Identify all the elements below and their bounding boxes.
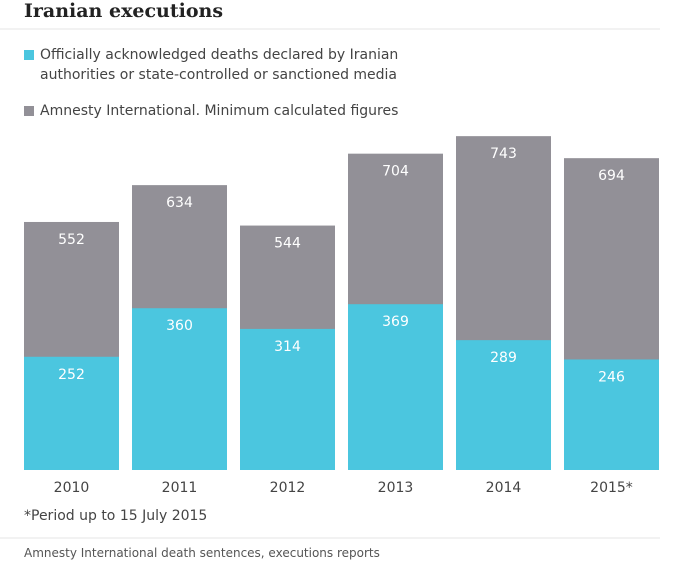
x-tick-label: 2012 xyxy=(270,480,306,496)
legend-label: Amnesty International. Minimum calculate… xyxy=(40,103,399,119)
value-label: 544 xyxy=(274,236,301,252)
legend-swatch xyxy=(24,106,34,116)
value-label: 314 xyxy=(274,339,301,355)
legend-label: Officially acknowledged deaths declared … xyxy=(40,47,399,83)
value-label: 694 xyxy=(598,168,625,184)
bar xyxy=(348,304,443,470)
value-label: 369 xyxy=(382,314,409,330)
value-label: 552 xyxy=(58,232,85,248)
bar xyxy=(240,328,335,470)
legend-item: Officially acknowledged deaths declared … xyxy=(24,45,410,85)
legend-item: Amnesty International. Minimum calculate… xyxy=(24,101,410,121)
bar xyxy=(132,308,227,470)
bar xyxy=(456,340,551,470)
value-label: 634 xyxy=(166,195,193,211)
bar xyxy=(564,359,659,470)
x-tick-label: 2015* xyxy=(590,480,633,496)
x-tick-label: 2013 xyxy=(378,480,414,496)
source: Amnesty International death sentences, e… xyxy=(24,546,380,560)
footnote: *Period up to 15 July 2015 xyxy=(24,508,208,524)
x-tick-label: 2014 xyxy=(486,480,522,496)
x-tick-label: 2010 xyxy=(54,480,90,496)
legend-swatch xyxy=(24,50,34,60)
value-label: 743 xyxy=(490,146,517,162)
value-label: 289 xyxy=(490,350,517,366)
value-label: 360 xyxy=(166,318,193,334)
x-tick-label: 2011 xyxy=(162,480,198,496)
chart-title: Iranian executions xyxy=(24,0,224,22)
value-label: 246 xyxy=(598,369,625,385)
bar xyxy=(24,356,119,470)
value-label: 252 xyxy=(58,367,85,383)
value-label: 704 xyxy=(382,164,409,180)
